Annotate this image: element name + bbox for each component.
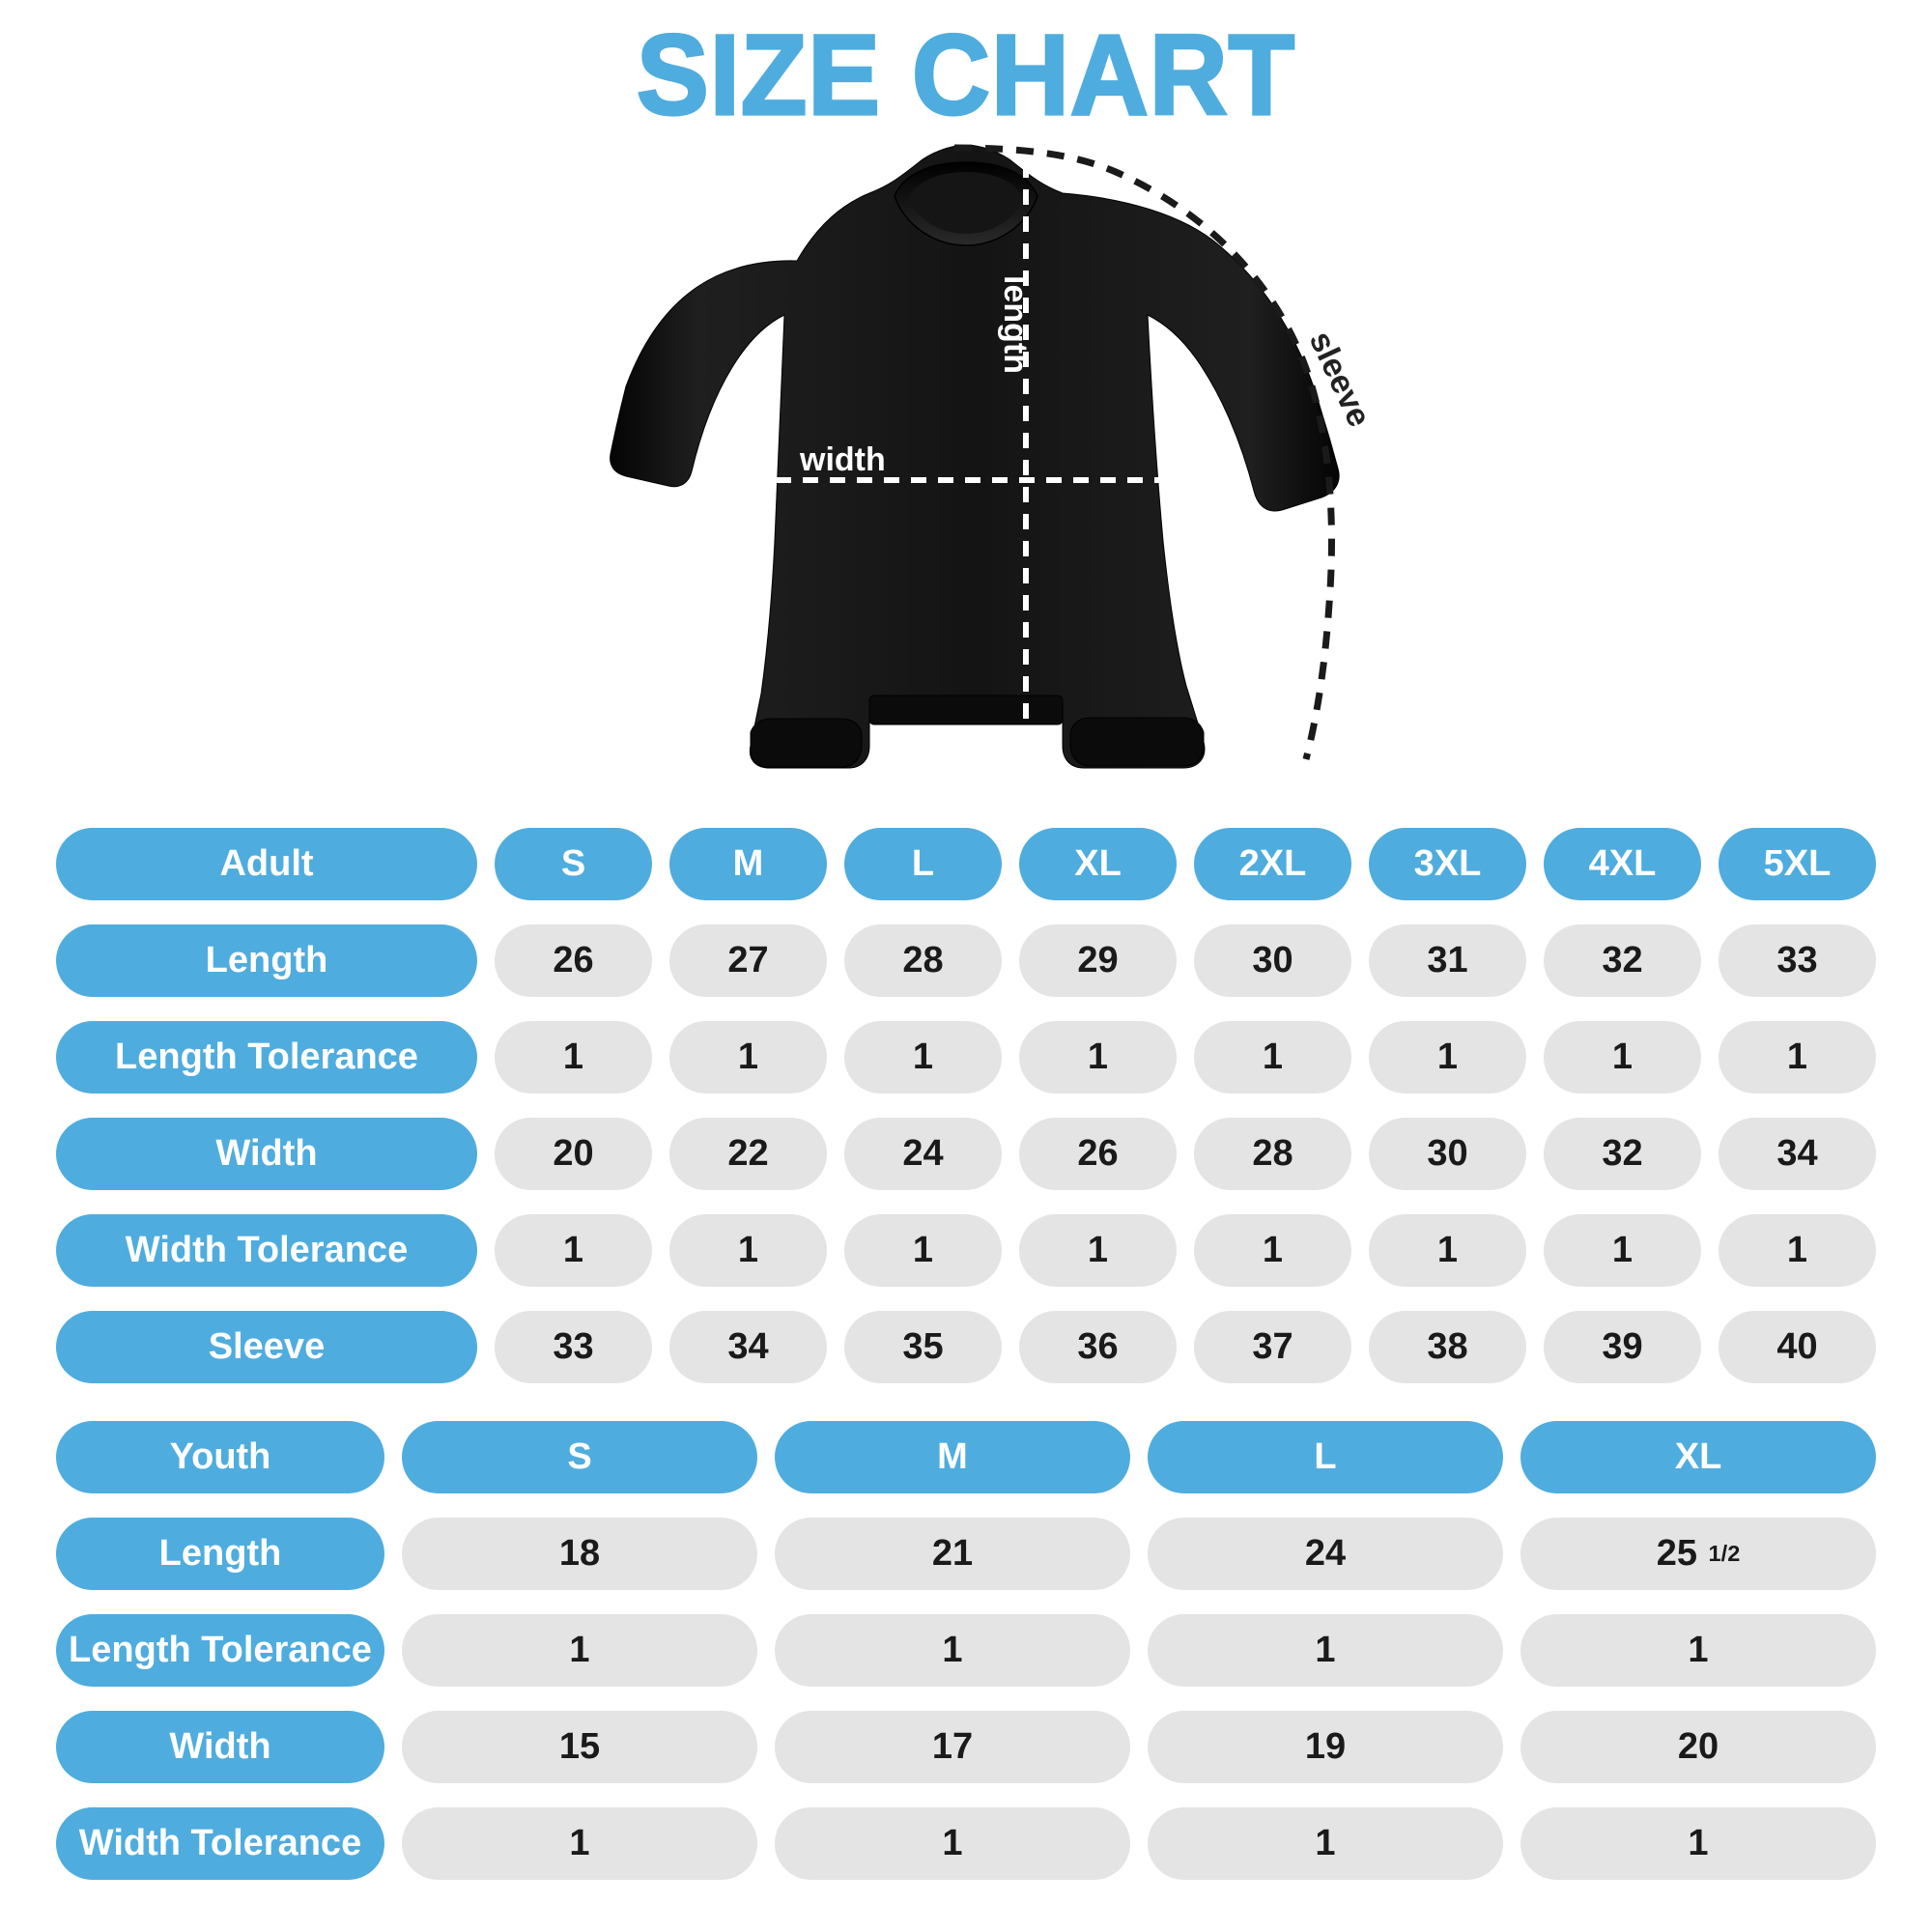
svg-text:length: length: [997, 275, 1034, 374]
svg-text:width: width: [799, 441, 886, 478]
svg-text:sleeve: sleeve: [1302, 326, 1378, 432]
